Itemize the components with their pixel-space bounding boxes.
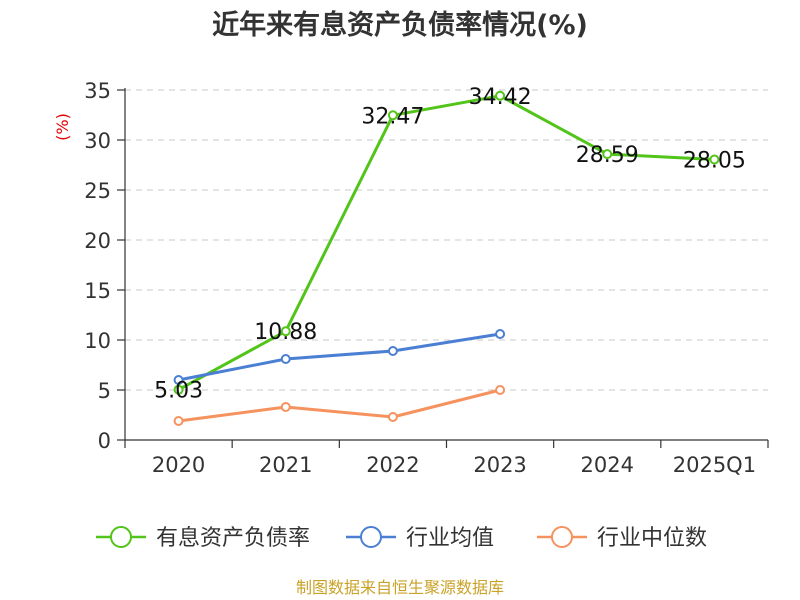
y-tick-label: 10	[84, 329, 111, 353]
data-label: 28.59	[576, 143, 639, 168]
x-tick-label: 2024	[581, 453, 634, 477]
grid-lines	[125, 89, 768, 391]
data-point	[280, 354, 291, 364]
data-label: 5.03	[154, 379, 203, 404]
data-label: 10.88	[254, 320, 317, 345]
data-point	[709, 154, 720, 165]
data-point	[387, 346, 398, 356]
data-point	[602, 149, 613, 160]
legend-item: 行业中位数	[537, 526, 707, 551]
data-label: 32.47	[361, 104, 424, 129]
series-line	[177, 388, 502, 423]
series-3	[173, 385, 506, 426]
data-point	[387, 412, 398, 422]
series-line	[177, 332, 502, 382]
y-tick-label: 30	[84, 129, 111, 153]
legend-marker	[110, 526, 132, 548]
legend-item: 行业均值	[346, 526, 494, 551]
x-tick-label: 2025Q1	[673, 453, 756, 477]
data-point	[387, 110, 398, 121]
x-tick-label: 2021	[259, 453, 312, 477]
y-axis-unit: (%)	[53, 113, 72, 141]
legend: 有息资产负债率 行业均值 行业中位数	[96, 526, 707, 551]
data-point	[280, 402, 291, 412]
legend-marker	[360, 526, 382, 548]
data-label: 34.42	[469, 85, 532, 110]
axes: 0 5 10 15 20 25 30 35 2020 2021 2022 2023 2024 2025Q1	[84, 79, 769, 477]
y-tick-label: 15	[84, 279, 111, 303]
data-point	[495, 90, 506, 101]
y-tick-label: 25	[84, 179, 111, 203]
series-line	[177, 94, 716, 392]
y-tick-label: 20	[84, 229, 111, 253]
legend-label: 有息资产负债率	[156, 526, 310, 551]
y-tick-label: 0	[98, 429, 111, 453]
data-point	[280, 326, 291, 337]
data-point	[173, 384, 184, 395]
data-point	[173, 416, 184, 426]
legend-marker	[551, 526, 573, 548]
data-point	[173, 375, 184, 385]
legend-item: 有息资产负债率	[96, 526, 310, 551]
source-note: 制图数据来自恒生聚源数据库	[296, 578, 504, 597]
x-tick-label: 2022	[366, 453, 419, 477]
series-1	[173, 90, 720, 395]
data-labels: 5.03 10.88 32.47 34.42 28.59 28.05	[154, 85, 746, 404]
series-2	[173, 329, 506, 385]
data-label: 28.05	[683, 149, 746, 174]
data-point	[495, 329, 506, 339]
legend-label: 行业中位数	[597, 526, 707, 551]
x-tick-label: 2023	[473, 453, 526, 477]
chart-title: 近年来有息资产负债率情况(%)	[212, 9, 588, 41]
series-group	[173, 90, 720, 426]
y-tick-label: 5	[98, 379, 111, 403]
y-tick-label: 35	[84, 79, 111, 103]
legend-label: 行业均值	[406, 526, 494, 551]
x-tick-label: 2020	[152, 453, 205, 477]
data-point	[495, 385, 506, 395]
